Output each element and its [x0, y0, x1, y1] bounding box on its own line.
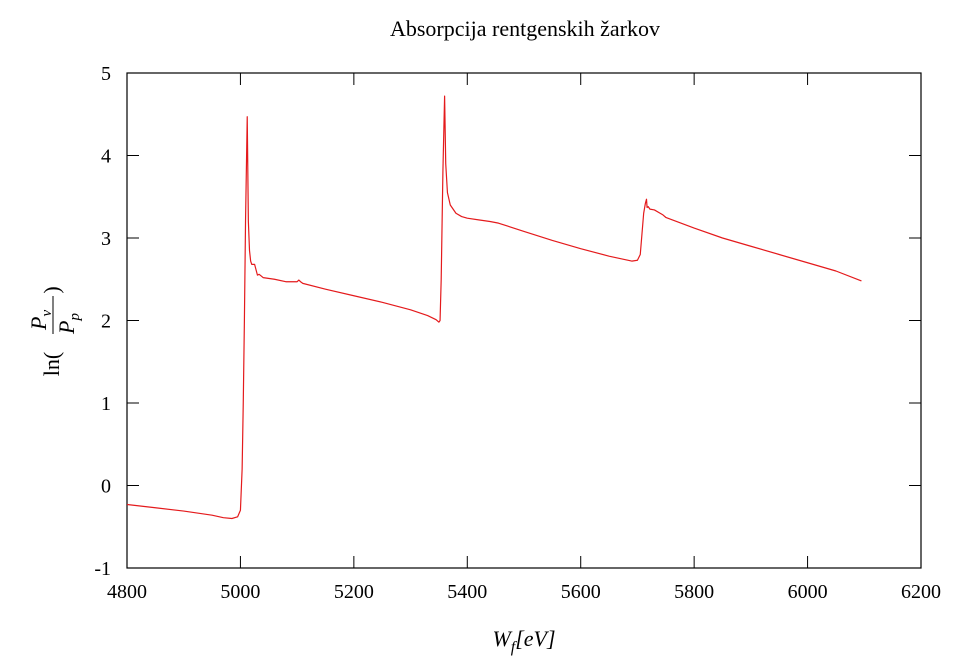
y-tick-label: 2: [101, 311, 111, 333]
x-tick-label: 5200: [334, 581, 374, 603]
x-axis-label: Wf[eV]: [492, 626, 555, 656]
x-tick-label: 5400: [447, 581, 487, 603]
y-tick-label: -1: [94, 558, 111, 580]
x-tick-label: 6200: [901, 581, 941, 603]
plot-frame: [126, 72, 922, 569]
x-tick-label: 6000: [788, 581, 828, 603]
y-tick-label: 3: [101, 228, 111, 250]
x-tick-label: 5800: [674, 581, 714, 603]
y-axis-label-denominator: Pp: [54, 313, 83, 335]
x-tick-label: 5600: [561, 581, 601, 603]
tick-labels: 4800 5000 5200 5400 5600 5800 6000 6200 -1 0 1 2 3 4 5: [94, 63, 941, 603]
y-tick-label: 5: [101, 63, 111, 85]
series-line: [126, 95, 862, 520]
axis-ticks: [126, 72, 922, 569]
x-tick-label: 4800: [107, 581, 147, 603]
y-axis-label: ln( Pv Pp ): [26, 286, 83, 376]
y-tick-label: 1: [101, 393, 111, 415]
y-tick-label: 0: [101, 476, 111, 498]
y-axis-label-close: ): [39, 286, 64, 293]
y-tick-label: 4: [101, 146, 111, 168]
y-axis-label-fn: ln(: [39, 352, 64, 376]
y-axis-label-numerator: Pv: [26, 310, 55, 331]
x-tick-label: 5000: [220, 581, 260, 603]
chart-title: Absorpcija rentgenskih žarkov: [390, 16, 660, 41]
